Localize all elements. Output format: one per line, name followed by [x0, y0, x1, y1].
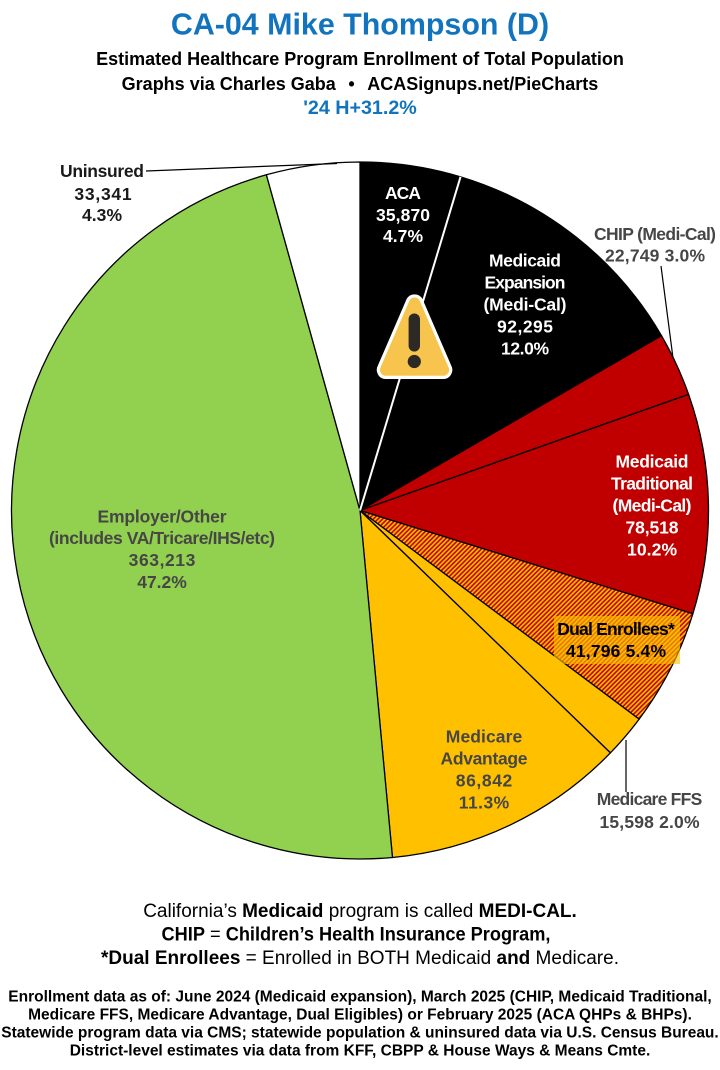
svg-text:15,598 2.0%: 15,598 2.0% — [600, 812, 700, 832]
svg-text:ACA: ACA — [385, 183, 421, 203]
svg-text:Dual Enrollees*: Dual Enrollees* — [557, 619, 675, 639]
svg-text:Enrollment data as of: June 20: Enrollment data as of: June 2024 (Medica… — [8, 989, 711, 1006]
svg-text:'24 H+31.2%: '24 H+31.2% — [303, 97, 417, 119]
svg-text:78,518: 78,518 — [626, 518, 679, 538]
svg-text:Medicaid: Medicaid — [616, 452, 689, 472]
svg-text:4.7%: 4.7% — [383, 226, 423, 246]
svg-text:92,295: 92,295 — [497, 317, 553, 337]
svg-text:Traditional: Traditional — [611, 474, 693, 494]
svg-text:Medicare FFS, Medicare Advanta: Medicare FFS, Medicare Advantage, Dual E… — [28, 1007, 692, 1024]
svg-text:Medicare: Medicare — [446, 727, 523, 747]
svg-text:California’s Medicaid program: California’s Medicaid program is called … — [143, 901, 577, 922]
svg-text:35,870: 35,870 — [376, 205, 430, 225]
svg-text:CHIP (Medi-Cal): CHIP (Medi-Cal) — [594, 224, 716, 244]
svg-text:Medicaid: Medicaid — [489, 251, 561, 271]
svg-text:(includes VA/Tricare/IHS/etc): (includes VA/Tricare/IHS/etc) — [49, 528, 275, 548]
svg-text:(Medi-Cal): (Medi-Cal) — [613, 496, 692, 516]
svg-text:Uninsured: Uninsured — [60, 161, 144, 181]
svg-text:10.2%: 10.2% — [627, 540, 677, 560]
svg-text:Advantage: Advantage — [441, 749, 528, 769]
svg-text:District-level estimates via d: District-level estimates via data from K… — [70, 1043, 651, 1060]
svg-text:(Medi-Cal): (Medi-Cal) — [484, 295, 567, 315]
svg-text:4.3%: 4.3% — [82, 205, 122, 225]
svg-text:Medicare FFS: Medicare FFS — [597, 789, 703, 809]
svg-text:CA-04 Mike Thompson (D): CA-04 Mike Thompson (D) — [171, 8, 549, 42]
svg-text:Expansion: Expansion — [485, 273, 566, 293]
svg-text:*Dual Enrollees = Enrolled in: *Dual Enrollees = Enrolled in BOTH Medic… — [101, 948, 619, 969]
svg-text:CHIP = Children’s Health Insur: CHIP = Children’s Health Insurance Progr… — [162, 925, 551, 946]
svg-text:41,796 5.4%: 41,796 5.4% — [566, 641, 666, 661]
svg-text:Employer/Other: Employer/Other — [98, 507, 227, 527]
svg-text:363,213: 363,213 — [129, 550, 196, 570]
svg-text:Graphs via Charles Gaba • AC: Graphs via Charles Gaba • ACASignups.net… — [122, 74, 599, 94]
svg-text:22,749 3.0%: 22,749 3.0% — [605, 246, 705, 266]
svg-text:33,341: 33,341 — [74, 184, 132, 204]
svg-text:47.2%: 47.2% — [137, 572, 187, 592]
svg-text:Estimated Healthcare Program E: Estimated Healthcare Program Enrollment … — [96, 49, 624, 69]
svg-text:Statewide program data via CMS: Statewide program data via CMS; statewid… — [1, 1025, 718, 1042]
svg-text:11.3%: 11.3% — [459, 793, 510, 813]
svg-text:12.0%: 12.0% — [501, 339, 549, 359]
svg-text:86,842: 86,842 — [456, 771, 513, 791]
